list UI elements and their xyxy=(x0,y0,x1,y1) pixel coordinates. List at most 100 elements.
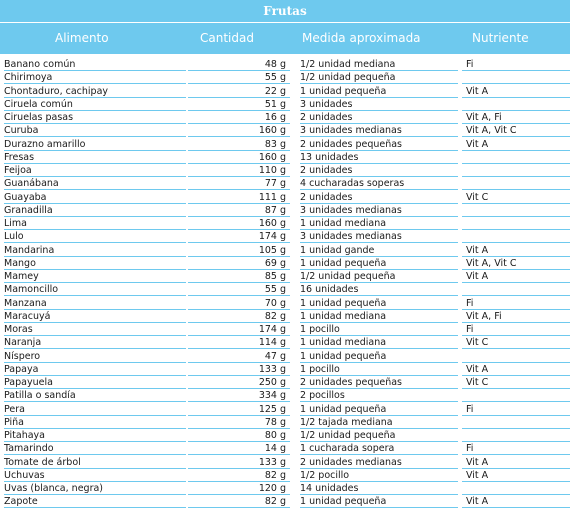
cell-measure: 1 unidad gande xyxy=(300,244,458,257)
cell-food: Pitahaya xyxy=(4,429,186,442)
cell-measure-text: 1 unidad pequeña xyxy=(300,85,387,97)
cell-quantity: 125 g xyxy=(188,403,290,416)
table-row: Guanábana 77 g 4 cucharadas soperas xyxy=(0,177,570,191)
cell-food: Granadilla xyxy=(4,204,186,217)
cell-food-text: Piña xyxy=(4,416,25,428)
cell-food-text: Banano común xyxy=(4,59,76,70)
cell-quantity-text: 48 g xyxy=(264,59,286,70)
cell-measure-text: 1 unidad pequeña xyxy=(300,496,387,508)
table-header: Frutas Alimento Cantidad Medida aproxima… xyxy=(0,0,570,54)
cell-food: Naranja xyxy=(4,336,186,350)
cell-food-text: Tomate de árbol xyxy=(4,456,81,468)
cell-measure-text: 2 unidades xyxy=(300,165,353,176)
cell-measure-text: 1 pocillo xyxy=(300,363,340,375)
cell-food-text: Níspero xyxy=(4,350,41,362)
table-row: Pitahaya 80 g 1/2 unidad pequeña xyxy=(0,429,570,442)
cell-quantity: 78 g xyxy=(188,416,290,429)
cell-measure-text: 2 unidades pequeñas xyxy=(300,138,403,150)
cell-measure: 1 pocillo xyxy=(300,323,458,336)
cell-food-text: Zapote xyxy=(4,496,38,508)
cell-food: Uvas (blanca, negra) xyxy=(4,482,186,495)
table-row: Papaya 133 g 1 pocillo Vit A xyxy=(0,363,570,376)
cell-measure: 3 unidades medianas xyxy=(300,204,458,217)
cell-quantity-text: 174 g xyxy=(258,324,286,335)
cell-measure-text: 1/2 unidad pequeña xyxy=(300,271,396,282)
cell-measure: 1 pocillo xyxy=(300,363,458,376)
cell-food-text: Moras xyxy=(4,324,33,335)
cell-nutrient xyxy=(462,283,570,297)
table-row: Tamarindo 14 g 1 cucharada sopera Fi xyxy=(0,442,570,456)
cell-food-text: Uvas (blanca, negra) xyxy=(4,483,103,494)
cell-food-text: Chirimoya xyxy=(4,72,53,84)
cell-food: Ciruelas pasas xyxy=(4,111,186,124)
cell-measure-text: 4 cucharadas soperas xyxy=(300,178,405,190)
table-row: Piña 78 g 1/2 tajada mediana xyxy=(0,416,570,429)
cell-measure: 2 unidades medianas xyxy=(300,456,458,469)
cell-measure: 1 unidad mediana xyxy=(300,336,458,350)
cell-food-text: Lima xyxy=(4,218,28,229)
cell-quantity: 133 g xyxy=(188,363,290,376)
cell-quantity: 80 g xyxy=(188,429,290,442)
table-row: Fresas 160 g 13 unidades xyxy=(0,151,570,164)
cell-nutrient xyxy=(462,71,570,85)
cell-nutrient xyxy=(462,204,570,217)
table-row: Chirimoya 55 g 1/2 unidad pequeña xyxy=(0,71,570,85)
cell-measure: 1/2 tajada mediana xyxy=(300,416,458,429)
cell-nutrient: Vit A, Vit C xyxy=(462,257,570,270)
cell-measure-text: 3 unidades xyxy=(300,98,353,110)
cell-measure-text: 1/2 unidad mediana xyxy=(300,59,396,70)
cell-quantity-text: 22 g xyxy=(264,85,286,97)
cell-food-text: Uchuvas xyxy=(4,469,45,481)
cell-nutrient-text: Vit A xyxy=(466,244,489,256)
cell-nutrient xyxy=(462,98,570,111)
cell-quantity: 111 g xyxy=(188,191,290,204)
cell-nutrient: Vit C xyxy=(462,336,570,350)
cell-food: Feijoa xyxy=(4,164,186,177)
table-row: Mandarina 105 g 1 unidad gande Vit A xyxy=(0,244,570,257)
cell-quantity: 160 g xyxy=(188,151,290,164)
cell-quantity: 133 g xyxy=(188,456,290,469)
cell-measure: 1 unidad mediana xyxy=(300,217,458,230)
cell-food: Mamey xyxy=(4,270,186,283)
cell-quantity: 82 g xyxy=(188,495,290,509)
cell-quantity: 334 g xyxy=(188,389,290,403)
cell-measure-text: 1 pocillo xyxy=(300,324,340,335)
cell-quantity: 55 g xyxy=(188,71,290,85)
cell-quantity: 77 g xyxy=(188,177,290,191)
cell-measure-text: 1 unidad mediana xyxy=(300,337,387,349)
table-body: Banano común 48 g 1/2 unidad mediana Fi Chir… xyxy=(0,54,570,509)
cell-quantity-text: 174 g xyxy=(258,231,286,243)
cell-food: Manzana xyxy=(4,297,186,310)
cell-quantity: 82 g xyxy=(188,469,290,482)
cell-food: Pera xyxy=(4,403,186,416)
cell-measure-text: 16 unidades xyxy=(300,284,359,296)
cell-measure-text: 3 unidades medianas xyxy=(300,204,402,216)
cell-food-text: Ciruela común xyxy=(4,98,73,110)
cell-quantity-text: 160 g xyxy=(258,151,286,163)
cell-food-text: Pera xyxy=(4,403,25,415)
cell-measure-text: 3 unidades medianas xyxy=(300,231,402,243)
column-header-quantity: Cantidad xyxy=(200,31,254,45)
cell-nutrient-text: Fi xyxy=(466,324,474,335)
table-row: Mamey 85 g 1/2 unidad pequeña Vit A xyxy=(0,270,570,283)
table-row: Naranja 114 g 1 unidad mediana Vit C xyxy=(0,336,570,350)
cell-measure-text: 2 unidades xyxy=(300,112,353,123)
cell-nutrient: Vit A xyxy=(462,85,570,98)
cell-quantity: 55 g xyxy=(188,283,290,297)
cell-quantity: 87 g xyxy=(188,204,290,217)
cell-quantity: 160 g xyxy=(188,217,290,230)
cell-measure: 2 unidades pequeñas xyxy=(300,376,458,389)
cell-quantity: 120 g xyxy=(188,482,290,495)
cell-measure: 1/2 unidad pequeña xyxy=(300,270,458,283)
cell-food-text: Ciruelas pasas xyxy=(4,112,74,123)
cell-quantity: 48 g xyxy=(188,58,290,71)
cell-measure-text: 1/2 pocillo xyxy=(300,469,350,481)
cell-quantity-text: 110 g xyxy=(258,165,286,176)
cell-nutrient-text: Fi xyxy=(466,297,474,309)
cell-measure-text: 1 unidad pequeña xyxy=(300,257,387,269)
cell-measure-text: 1 cucharada sopera xyxy=(300,443,395,455)
cell-quantity-text: 16 g xyxy=(264,112,286,123)
cell-food-text: Feijoa xyxy=(4,165,32,176)
cell-measure: 1 unidad pequeña xyxy=(300,403,458,416)
cell-food-text: Mamey xyxy=(4,271,39,282)
